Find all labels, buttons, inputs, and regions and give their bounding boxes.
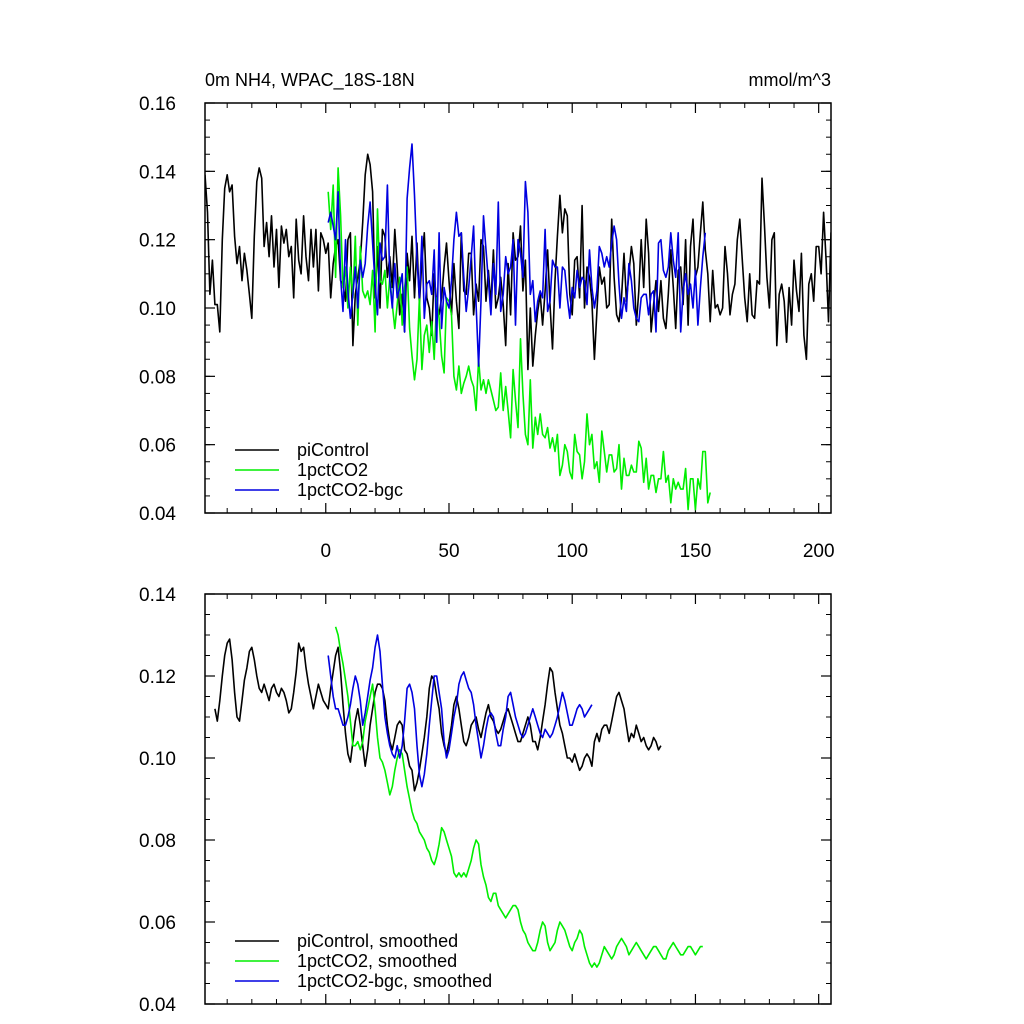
panel-bottom-frame	[204, 593, 832, 1005]
series-line-1pctco2-bgc-smoothed	[327, 634, 593, 788]
top-y-tick-label: 0.16	[139, 94, 176, 115]
legend-label: piControl, smoothed	[297, 931, 458, 951]
top-x-tick-label: 50	[438, 541, 459, 562]
legend-label: 1pctCO2	[297, 460, 368, 480]
top-y-tick-label: 0.14	[139, 162, 176, 183]
top-x-tick-label: 200	[803, 541, 835, 562]
legend-label: 1pctCO2-bgc	[297, 480, 403, 500]
bottom-y-tick-label: 0.08	[139, 831, 176, 852]
bottom-y-tick-label: 0.12	[139, 667, 176, 688]
panel-bottom: 0.04 0.06 0.08 0.10 0.12 0.14 piControl, smoo…	[139, 585, 832, 1016]
legend-label: piControl	[297, 440, 369, 460]
top-y-tick-label: 0.10	[139, 299, 176, 320]
panel-top-frame	[204, 102, 832, 514]
top-y-tick-label: 0.04	[139, 504, 176, 525]
panel-top-units: mmol/m^3	[749, 70, 831, 90]
bottom-y-tick-label: 0.06	[139, 913, 176, 934]
legend-label: 1pctCO2-bgc, smoothed	[297, 971, 492, 991]
bottom-y-tick-label: 0.14	[139, 585, 176, 606]
series-line-1pctco2-smoothed	[334, 626, 703, 968]
top-y-tick-label: 0.06	[139, 436, 176, 457]
bottom-y-tick-label: 0.04	[139, 995, 176, 1016]
series-line-1pctco2-bgc	[327, 143, 707, 367]
series-line-picontrol-smoothed	[214, 638, 662, 792]
top-x-tick-label: 150	[680, 541, 712, 562]
bottom-y-tick-label: 0.10	[139, 749, 176, 770]
top-x-tick-label: 0	[320, 541, 331, 562]
top-y-tick-label: 0.08	[139, 367, 176, 388]
legend-label: 1pctCO2, smoothed	[297, 951, 457, 971]
panel-top-title: 0m NH4, WPAC_18S-18N	[205, 70, 415, 91]
panel-top: 0m NH4, WPAC_18S-18N mmol/m^3 0.04 0.06 0.…	[139, 70, 835, 562]
top-x-tick-label: 100	[556, 541, 588, 562]
top-y-tick-label: 0.12	[139, 231, 176, 252]
series-line-picontrol	[205, 153, 831, 371]
